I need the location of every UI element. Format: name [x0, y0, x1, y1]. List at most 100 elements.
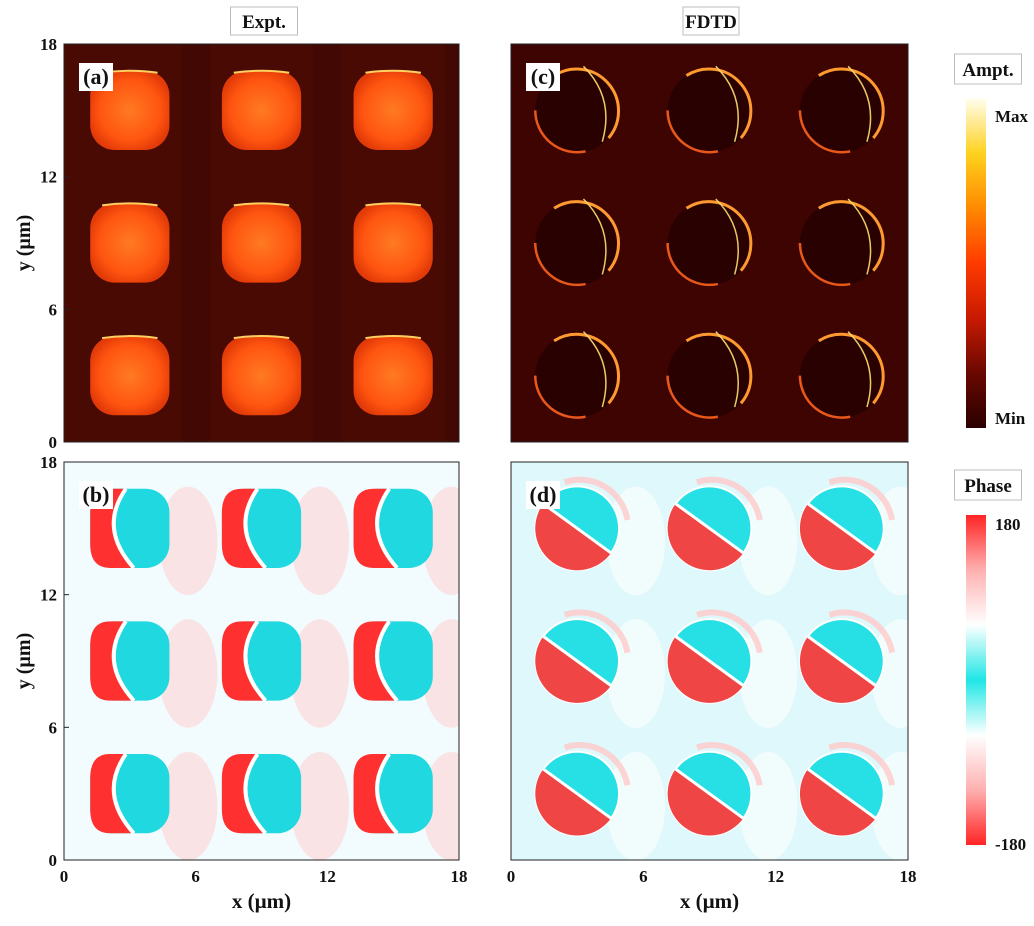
pillar-phase-boundary — [807, 767, 877, 820]
panel-frame — [63, 43, 460, 443]
column-title-box — [682, 6, 740, 36]
phase-background-patch — [606, 619, 666, 729]
colorbar-min-label: -180 — [995, 835, 1026, 854]
pillar-rim-highlight — [847, 331, 872, 408]
pillar-3 — [353, 752, 433, 835]
pillar-amplitude — [799, 201, 884, 285]
pillar-rim-lower — [666, 375, 719, 419]
pillar-edge-highlight — [365, 335, 422, 340]
pillar-4 — [90, 202, 170, 283]
pillar-rim-upper — [553, 67, 620, 139]
pillar-amplitude — [535, 201, 620, 285]
pillar-rim-highlight — [847, 198, 872, 275]
phase-background-patch — [738, 486, 798, 596]
pillar-rim-lower — [798, 242, 851, 287]
pillar-rim-highlight — [582, 65, 607, 142]
pillar-rim-upper — [685, 332, 753, 405]
pillar-6 — [798, 198, 885, 287]
pillar-amplitude — [353, 336, 433, 416]
panel-label-box — [79, 481, 113, 509]
pillar-phase-negative — [535, 503, 612, 571]
column-title: FDTD — [685, 12, 737, 33]
pillar-phase-boundary — [674, 635, 745, 687]
panel-label: (d) — [530, 482, 557, 507]
heatmap-panel-3: (c) — [510, 43, 909, 443]
pillar-amplitude — [90, 203, 170, 283]
pillar-phase-boundary — [375, 620, 399, 702]
pillar-6 — [353, 202, 433, 283]
pillar-8 — [221, 69, 302, 150]
pillar-phase-boundary — [674, 767, 745, 820]
pillar-8 — [221, 487, 302, 570]
pillar-phase-negative — [535, 636, 612, 703]
pillar-rim-upper — [817, 332, 885, 405]
background-band — [181, 44, 210, 442]
pillar-8 — [666, 65, 753, 154]
colorbar — [966, 515, 986, 845]
pillar-amplitude — [221, 336, 302, 416]
heatmap-panel-2: (b) 0 6 12 18 0 6 12 18 y (µm) x (µm) — [13, 453, 468, 913]
pillar-rim-upper — [553, 332, 620, 405]
phase-background-patch — [606, 751, 666, 860]
pillar-phase-halo — [563, 742, 631, 786]
phase-background-patch — [159, 751, 218, 860]
pillar-amplitude — [353, 70, 433, 150]
pillar-rim-lower — [534, 110, 586, 154]
pillar-phase-halo — [563, 476, 631, 521]
pillar-amplitude — [221, 70, 302, 150]
pillar-rim-highlight — [715, 331, 739, 408]
phase-background-patch — [738, 751, 798, 860]
pillar-edge-highlight — [365, 69, 422, 74]
phase-background-patch — [290, 751, 350, 860]
colorbar-max-label: Max — [995, 107, 1029, 126]
pillar-amplitude — [90, 336, 170, 416]
y-tick-label: 6 — [49, 718, 58, 737]
pillar-rim-lower — [798, 110, 851, 154]
pillar-amplitude — [667, 68, 752, 153]
pillar-phase-boundary — [542, 502, 612, 555]
colorbar-title-box — [954, 53, 1022, 85]
pillar-phase-halo — [828, 742, 896, 786]
y-axis-label: y (µm) — [13, 215, 35, 272]
colorbar-max-label: 180 — [995, 515, 1021, 534]
pillar-2 — [666, 742, 763, 837]
colorbar-title: Ampt. — [962, 60, 1013, 81]
pillar-phase-boundary — [807, 635, 877, 687]
column-title-box — [230, 6, 298, 36]
pillar-edge-highlight — [233, 69, 290, 74]
pillar-1 — [90, 752, 170, 835]
pillar-1 — [534, 331, 620, 419]
pillar-phase-boundary — [375, 487, 399, 570]
pillar-amplitude — [667, 201, 752, 285]
pillar-amplitude — [799, 333, 884, 418]
y-tick-label: 0 — [49, 433, 58, 452]
pillar-phase-negative — [799, 769, 876, 836]
pillar-phase-halo — [828, 476, 896, 521]
pillar-phase-halo — [695, 609, 763, 654]
pillar-phase-halo — [828, 609, 896, 654]
pillar-rim-lower — [534, 242, 586, 287]
phase-background-patch — [606, 486, 666, 596]
pillar-6 — [353, 620, 433, 702]
x-tick-label: 6 — [639, 867, 648, 886]
pillar-phase-boundary — [542, 767, 612, 820]
pillar-amplitude — [221, 203, 302, 283]
pillar-phase-boundary — [243, 752, 267, 835]
colorbar-min-label: Min — [995, 409, 1026, 428]
pillar-2 — [666, 331, 753, 419]
pillar-9 — [353, 69, 433, 150]
colorbar-title: Phase — [964, 476, 1012, 497]
pillar-phase-boundary — [111, 620, 136, 702]
pillar-1 — [90, 335, 170, 416]
pillar-5 — [666, 198, 753, 287]
x-tick-label: 6 — [191, 867, 200, 886]
y-tick-label: 12 — [40, 168, 57, 187]
heatmap-panel-4: (d) 0 6 12 18 x (µm) — [507, 461, 917, 913]
panel-label-box — [526, 481, 560, 509]
pillar-phase-negative — [667, 503, 744, 571]
pillar-phase-halo — [695, 476, 763, 521]
y-tick-label: 18 — [40, 35, 57, 54]
pillar-5 — [221, 202, 302, 283]
heatmap-panel-1: (a) 0 6 12 18 y (µm) — [13, 35, 460, 452]
